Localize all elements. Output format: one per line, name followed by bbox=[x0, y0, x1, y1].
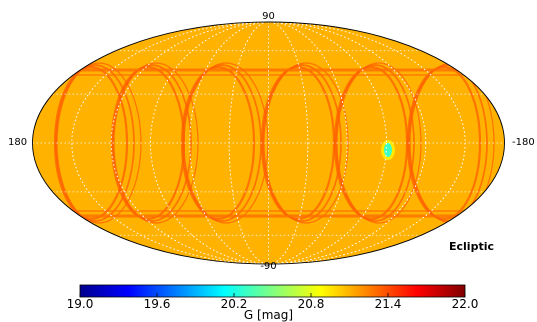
coordinate-system-label: Ecliptic bbox=[449, 240, 494, 253]
longitude-label-right: -180 bbox=[512, 137, 535, 148]
scan-lane bbox=[263, 62, 349, 224]
latitude-label-top: 90 bbox=[262, 11, 275, 22]
scan-lane bbox=[53, 65, 129, 221]
colorbar-tick-label: 19.0 bbox=[66, 297, 94, 311]
colorbar bbox=[79, 284, 466, 298]
colorbar-tick-labels: 19.0 19.6 20.2 20.8 21.4 22.0 bbox=[0, 297, 537, 311]
colorbar-tick-label: 20.8 bbox=[297, 297, 325, 311]
scan-lane bbox=[183, 62, 269, 224]
graticule-grid bbox=[32, 22, 505, 264]
meridian-line bbox=[150, 22, 387, 264]
colorbar-tick-label: 21.4 bbox=[374, 297, 402, 311]
colorbar-label: G [mag] bbox=[243, 308, 294, 322]
colorbar-tick-label: 20.2 bbox=[220, 297, 248, 311]
faint-patch bbox=[381, 140, 395, 160]
scan-lane bbox=[406, 65, 482, 221]
longitude-label-left: 180 bbox=[8, 137, 28, 148]
latitude-label-bottom: -90 bbox=[260, 261, 277, 272]
colorbar-tick-marks bbox=[79, 293, 466, 297]
sky-map bbox=[32, 22, 505, 264]
faint-region bbox=[384, 143, 392, 157]
map-outline bbox=[32, 21, 505, 265]
colorbar-tick-label: 22.0 bbox=[451, 297, 479, 311]
colorbar-tick-label: 19.6 bbox=[143, 297, 171, 311]
